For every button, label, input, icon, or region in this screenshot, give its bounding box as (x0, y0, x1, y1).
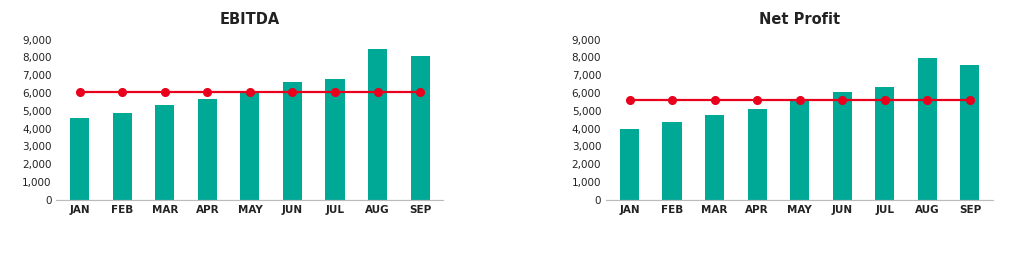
Bar (706, 115, 724, 200)
Bar (71, 118, 89, 200)
Bar (113, 113, 132, 200)
Title: EBITDA: EBITDA (220, 12, 280, 27)
Bar (961, 65, 979, 200)
Title: Net Profit: Net Profit (759, 12, 841, 27)
Bar (283, 82, 302, 200)
Bar (326, 79, 344, 200)
Bar (156, 105, 174, 200)
Bar (620, 129, 639, 200)
Bar (241, 91, 259, 200)
Bar (833, 92, 852, 200)
Bar (368, 49, 387, 200)
Bar (791, 101, 809, 200)
Bar (876, 87, 894, 200)
Bar (918, 58, 937, 200)
Bar (411, 56, 430, 200)
Bar (198, 99, 217, 200)
Bar (748, 109, 767, 200)
Bar (663, 122, 682, 200)
